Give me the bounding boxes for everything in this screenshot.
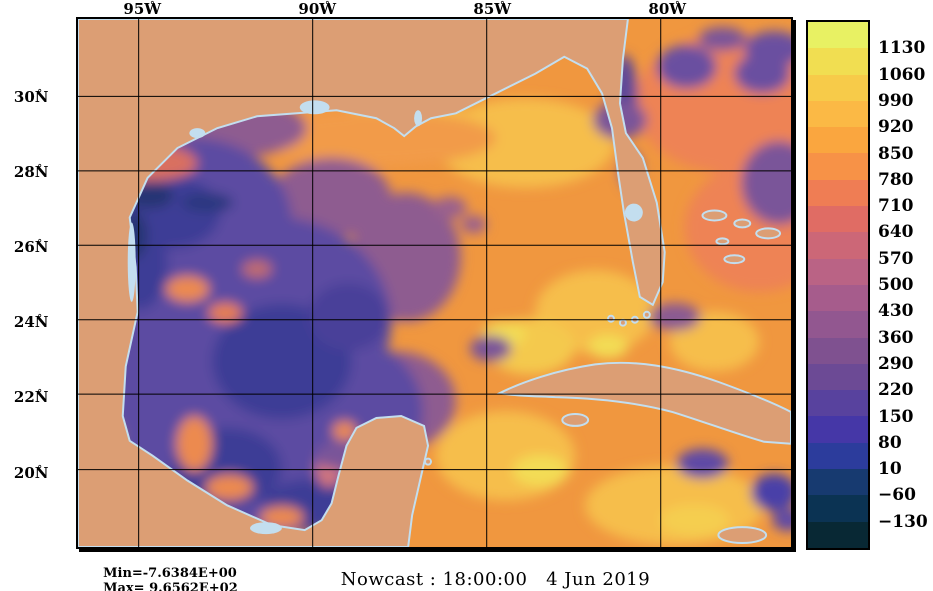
- colorbar-segment: [808, 390, 868, 417]
- min-value-label: Min=-7.6384E+00: [103, 566, 237, 581]
- colorbar-tick-label: 150: [878, 406, 914, 427]
- longitude-axis: 95W° 90W° 85W° 80W°: [0, 0, 933, 18]
- colorbar-tick-label: 500: [878, 275, 914, 295]
- colorbar-gradient: [806, 20, 870, 550]
- colorbar-tick-label: 80: [878, 432, 902, 453]
- colorbar-segment: [808, 22, 868, 49]
- colorbar-tick-label: 290: [878, 353, 914, 374]
- florida-keys: [607, 314, 615, 323]
- lon-tick-label: 95W°: [123, 0, 162, 18]
- lat-tick-label: 26N°: [13, 238, 49, 256]
- colorbar-tick-label: 710: [878, 196, 914, 217]
- laguna-madre: [127, 222, 136, 302]
- colorbar-segment: [808, 258, 868, 285]
- degree-symbol: °: [500, 1, 505, 11]
- isla-juventud: [561, 413, 590, 427]
- north-america-land: [78, 19, 666, 547]
- colorbar-tick-label: 1130: [878, 38, 926, 59]
- lakes: [127, 100, 643, 535]
- colorbar-tick-label: 850: [878, 143, 914, 164]
- colorbar-tick-label: 10: [878, 459, 902, 480]
- colorbar-tick-labels: 1130 1060 990 920 850 780 710 640 570 500 430 360 29…: [878, 22, 933, 548]
- cuba-land: [496, 361, 791, 445]
- degree-symbol: °: [325, 1, 330, 11]
- lake-pontchartrain: [299, 100, 330, 115]
- degree-symbol: °: [37, 239, 43, 249]
- laguna-terminos: [250, 522, 282, 535]
- colorbar-segment: [808, 284, 868, 312]
- florida-keys: [642, 310, 651, 319]
- colorbar-tick-label: −130: [878, 511, 928, 532]
- florida-keys: [618, 318, 627, 327]
- colorbar-segment: [808, 232, 868, 259]
- jamaica: [717, 526, 768, 545]
- lon-tick-label: 90W°: [298, 0, 337, 18]
- galveston-bay: [189, 128, 206, 139]
- degree-symbol: °: [37, 465, 43, 475]
- caption: Nowcast : 18:00:00 4 Jun 2019: [340, 569, 651, 590]
- bahamas: [733, 218, 752, 229]
- bahamas: [701, 209, 728, 222]
- latitude-axis: 30N° 28N° 26N° 24N° 22N° 20N°: [0, 0, 49, 591]
- degree-symbol: °: [150, 1, 155, 11]
- colorbar-tick-label: 780: [878, 169, 914, 190]
- colorbar-tick-label: 920: [878, 117, 914, 138]
- colorbar-segment: [808, 74, 868, 101]
- cozumel: [424, 457, 433, 466]
- lon-tick-label: 80W°: [648, 0, 687, 18]
- colorbar-segment: [808, 311, 868, 338]
- lake-okeechobee: [624, 203, 643, 222]
- colorbar-segment: [808, 100, 868, 128]
- colorbar-tick-label: 220: [878, 380, 914, 401]
- degree-symbol: °: [37, 314, 43, 324]
- land-masses: [78, 19, 791, 547]
- colorbar-tick-label: 570: [878, 248, 914, 269]
- colorbar-segment: [808, 363, 868, 391]
- bahamas: [755, 227, 782, 240]
- degree-symbol: °: [675, 1, 680, 11]
- colorbar-tick-label: 430: [878, 301, 914, 322]
- degree-symbol: °: [37, 164, 43, 174]
- colorbar-segment: [808, 127, 868, 154]
- contour-map: [78, 19, 791, 547]
- colorbar-tick-label: 640: [878, 222, 914, 243]
- colorbar-tick-label: −60: [878, 485, 916, 506]
- colorbar-segment: [808, 153, 868, 180]
- colorbar-segment: [808, 442, 868, 470]
- colorbar-segment: [808, 206, 868, 233]
- degree-symbol: °: [37, 89, 43, 99]
- minmax-stats: Min=-7.6384E+00 Max= 9.6562E+02: [85, 551, 256, 591]
- degree-symbol: °: [37, 389, 43, 399]
- lat-tick-label: 22N°: [13, 388, 49, 406]
- lat-tick-label: 28N°: [13, 163, 49, 181]
- grid-lines: [78, 19, 791, 547]
- mobile-bay: [414, 110, 423, 127]
- colorbar-segment: [808, 416, 868, 443]
- lat-tick-label: 30N°: [13, 88, 49, 106]
- colorbar-segment: [808, 179, 868, 207]
- colorbar-tick-label: 990: [878, 90, 914, 111]
- lon-tick-label: 85W°: [473, 0, 512, 18]
- colorbar-segment: [808, 469, 868, 496]
- colorbar-segment: [808, 48, 868, 75]
- map-plot: [76, 17, 793, 549]
- colorbar-tick-label: 1060: [878, 64, 926, 85]
- colorbar-segment: [808, 495, 868, 522]
- colorbar-tick-label: 360: [878, 327, 914, 348]
- colorbar-segment: [808, 337, 868, 364]
- max-value-label: Max= 9.6562E+02: [103, 581, 238, 591]
- bahamas: [723, 254, 746, 265]
- lat-tick-label: 20N°: [13, 464, 49, 482]
- lat-tick-label: 24N°: [13, 313, 49, 331]
- colorbar: 1130 1060 990 920 850 780 710 640 570 500 430 360 29…: [806, 20, 933, 560]
- colorbar-segment: [808, 521, 868, 548]
- bahamas: [715, 237, 730, 246]
